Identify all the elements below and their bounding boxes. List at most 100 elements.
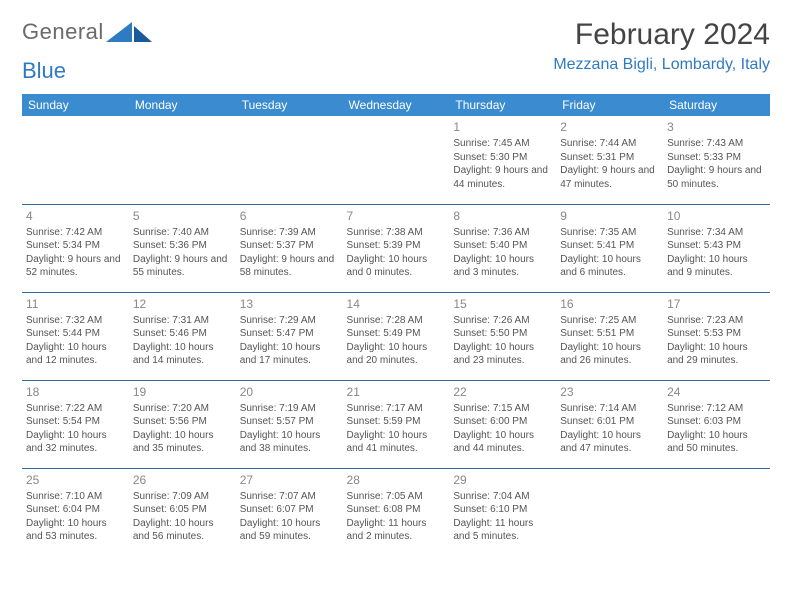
day-info: Sunrise: 7:36 AMSunset: 5:40 PMDaylight:… xyxy=(453,226,552,280)
day-info: Sunrise: 7:17 AMSunset: 5:59 PMDaylight:… xyxy=(347,402,446,456)
logo-triangle-icon xyxy=(104,18,156,46)
day-number: 3 xyxy=(667,119,766,135)
weekday-header: Saturday xyxy=(663,94,770,116)
calendar-day-cell: 12 Sunrise: 7:31 AMSunset: 5:46 PMDayligh… xyxy=(129,292,236,380)
calendar-day-cell: 13 Sunrise: 7:29 AMSunset: 5:47 PMDayligh… xyxy=(236,292,343,380)
day-info: Sunrise: 7:34 AMSunset: 5:43 PMDaylight:… xyxy=(667,226,766,280)
day-info: Sunrise: 7:25 AMSunset: 5:51 PMDaylight:… xyxy=(560,314,659,368)
day-info: Sunrise: 7:23 AMSunset: 5:53 PMDaylight:… xyxy=(667,314,766,368)
page-title: February 2024 xyxy=(553,18,770,52)
day-info: Sunrise: 7:14 AMSunset: 6:01 PMDaylight:… xyxy=(560,402,659,456)
day-number: 15 xyxy=(453,296,552,312)
day-number: 17 xyxy=(667,296,766,312)
day-number: 4 xyxy=(26,208,125,224)
day-number: 16 xyxy=(560,296,659,312)
day-number: 13 xyxy=(240,296,339,312)
calendar-day-cell: 8 Sunrise: 7:36 AMSunset: 5:40 PMDaylight… xyxy=(449,204,556,292)
day-number: 7 xyxy=(347,208,446,224)
weekday-header: Sunday xyxy=(22,94,129,116)
day-info: Sunrise: 7:26 AMSunset: 5:50 PMDaylight:… xyxy=(453,314,552,368)
calendar-empty-cell xyxy=(663,468,770,556)
day-number: 28 xyxy=(347,472,446,488)
calendar-day-cell: 15 Sunrise: 7:26 AMSunset: 5:50 PMDayligh… xyxy=(449,292,556,380)
day-info: Sunrise: 7:10 AMSunset: 6:04 PMDaylight:… xyxy=(26,490,125,544)
day-info: Sunrise: 7:29 AMSunset: 5:47 PMDaylight:… xyxy=(240,314,339,368)
weekday-header: Monday xyxy=(129,94,236,116)
weekday-header: Wednesday xyxy=(343,94,450,116)
calendar-day-cell: 1 Sunrise: 7:45 AMSunset: 5:30 PMDaylight… xyxy=(449,116,556,204)
calendar-week-row: 1 Sunrise: 7:45 AMSunset: 5:30 PMDaylight… xyxy=(22,116,770,204)
calendar-week-row: 25 Sunrise: 7:10 AMSunset: 6:04 PMDayligh… xyxy=(22,468,770,556)
logo-text-1: General xyxy=(22,21,104,43)
logo-text-2: Blue xyxy=(22,58,66,83)
calendar-day-cell: 26Sunrise: 7:09 AMSunset: 6:05 PMDayligh… xyxy=(129,468,236,556)
calendar-week-row: 11 Sunrise: 7:32 AMSunset: 5:44 PMDayligh… xyxy=(22,292,770,380)
day-info: Sunrise: 7:38 AMSunset: 5:39 PMDaylight:… xyxy=(347,226,446,280)
calendar-day-cell: 25 Sunrise: 7:10 AMSunset: 6:04 PMDayligh… xyxy=(22,468,129,556)
calendar-day-cell: 2 Sunrise: 7:44 AMSunset: 5:31 PMDaylight… xyxy=(556,116,663,204)
calendar-day-cell: 22 Sunrise: 7:15 AMSunset: 6:00 PMDayligh… xyxy=(449,380,556,468)
day-number: 23 xyxy=(560,384,659,400)
day-info: Sunrise: 7:05 AMSunset: 6:08 PMDaylight:… xyxy=(347,490,446,544)
day-info: Sunrise: 7:31 AMSunset: 5:46 PMDaylight:… xyxy=(133,314,232,368)
calendar-week-row: 4 Sunrise: 7:42 AMSunset: 5:34 PMDaylight… xyxy=(22,204,770,292)
calendar-empty-cell xyxy=(22,116,129,204)
day-info: Sunrise: 7:44 AMSunset: 5:31 PMDaylight:… xyxy=(560,137,659,191)
day-number: 21 xyxy=(347,384,446,400)
weekday-header: Tuesday xyxy=(236,94,343,116)
calendar-day-cell: 18 Sunrise: 7:22 AMSunset: 5:54 PMDayligh… xyxy=(22,380,129,468)
day-info: Sunrise: 7:42 AMSunset: 5:34 PMDaylight:… xyxy=(26,226,125,280)
day-number: 19 xyxy=(133,384,232,400)
day-number: 22 xyxy=(453,384,552,400)
day-number: 12 xyxy=(133,296,232,312)
calendar-day-cell: 24 Sunrise: 7:12 AMSunset: 6:03 PMDayligh… xyxy=(663,380,770,468)
day-number: 26 xyxy=(133,472,232,488)
calendar-day-cell: 21 Sunrise: 7:17 AMSunset: 5:59 PMDayligh… xyxy=(343,380,450,468)
calendar-day-cell: 28 Sunrise: 7:05 AMSunset: 6:08 PMDayligh… xyxy=(343,468,450,556)
calendar-empty-cell xyxy=(129,116,236,204)
day-number: 5 xyxy=(133,208,232,224)
calendar-empty-cell xyxy=(343,116,450,204)
calendar-day-cell: 11 Sunrise: 7:32 AMSunset: 5:44 PMDayligh… xyxy=(22,292,129,380)
day-number: 25 xyxy=(26,472,125,488)
calendar-table: SundayMondayTuesdayWednesdayThursdayFrid… xyxy=(22,94,770,556)
day-info: Sunrise: 7:43 AMSunset: 5:33 PMDaylight:… xyxy=(667,137,766,191)
title-block: February 2024 Mezzana Bigli, Lombardy, I… xyxy=(553,18,770,74)
day-number: 1 xyxy=(453,119,552,135)
calendar-day-cell: 16 Sunrise: 7:25 AMSunset: 5:51 PMDayligh… xyxy=(556,292,663,380)
weekday-header: Thursday xyxy=(449,94,556,116)
day-info: Sunrise: 7:32 AMSunset: 5:44 PMDaylight:… xyxy=(26,314,125,368)
day-info: Sunrise: 7:04 AMSunset: 6:10 PMDaylight:… xyxy=(453,490,552,544)
day-number: 14 xyxy=(347,296,446,312)
day-number: 29 xyxy=(453,472,552,488)
calendar-day-cell: 19 Sunrise: 7:20 AMSunset: 5:56 PMDayligh… xyxy=(129,380,236,468)
weekday-header: Friday xyxy=(556,94,663,116)
day-number: 8 xyxy=(453,208,552,224)
day-info: Sunrise: 7:40 AMSunset: 5:36 PMDaylight:… xyxy=(133,226,232,280)
calendar-week-row: 18 Sunrise: 7:22 AMSunset: 5:54 PMDayligh… xyxy=(22,380,770,468)
day-info: Sunrise: 7:22 AMSunset: 5:54 PMDaylight:… xyxy=(26,402,125,456)
day-number: 27 xyxy=(240,472,339,488)
calendar-day-cell: 20Sunrise: 7:19 AMSunset: 5:57 PMDayligh… xyxy=(236,380,343,468)
day-number: 10 xyxy=(667,208,766,224)
weekday-header-row: SundayMondayTuesdayWednesdayThursdayFrid… xyxy=(22,94,770,116)
day-number: 18 xyxy=(26,384,125,400)
page-subtitle: Mezzana Bigli, Lombardy, Italy xyxy=(553,56,770,74)
day-info: Sunrise: 7:20 AMSunset: 5:56 PMDaylight:… xyxy=(133,402,232,456)
day-number: 11 xyxy=(26,296,125,312)
day-number: 2 xyxy=(560,119,659,135)
day-info: Sunrise: 7:19 AMSunset: 5:57 PMDaylight:… xyxy=(240,402,339,456)
calendar-empty-cell xyxy=(236,116,343,204)
day-number: 9 xyxy=(560,208,659,224)
calendar-day-cell: 17 Sunrise: 7:23 AMSunset: 5:53 PMDayligh… xyxy=(663,292,770,380)
calendar-day-cell: 5 Sunrise: 7:40 AMSunset: 5:36 PMDaylight… xyxy=(129,204,236,292)
day-info: Sunrise: 7:45 AMSunset: 5:30 PMDaylight:… xyxy=(453,137,552,191)
calendar-day-cell: 6Sunrise: 7:39 AMSunset: 5:37 PMDaylight… xyxy=(236,204,343,292)
day-number: 6 xyxy=(240,208,339,224)
day-info: Sunrise: 7:35 AMSunset: 5:41 PMDaylight:… xyxy=(560,226,659,280)
day-info: Sunrise: 7:15 AMSunset: 6:00 PMDaylight:… xyxy=(453,402,552,456)
logo: General xyxy=(22,18,156,46)
day-info: Sunrise: 7:12 AMSunset: 6:03 PMDaylight:… xyxy=(667,402,766,456)
day-number: 24 xyxy=(667,384,766,400)
calendar-day-cell: 23 Sunrise: 7:14 AMSunset: 6:01 PMDayligh… xyxy=(556,380,663,468)
